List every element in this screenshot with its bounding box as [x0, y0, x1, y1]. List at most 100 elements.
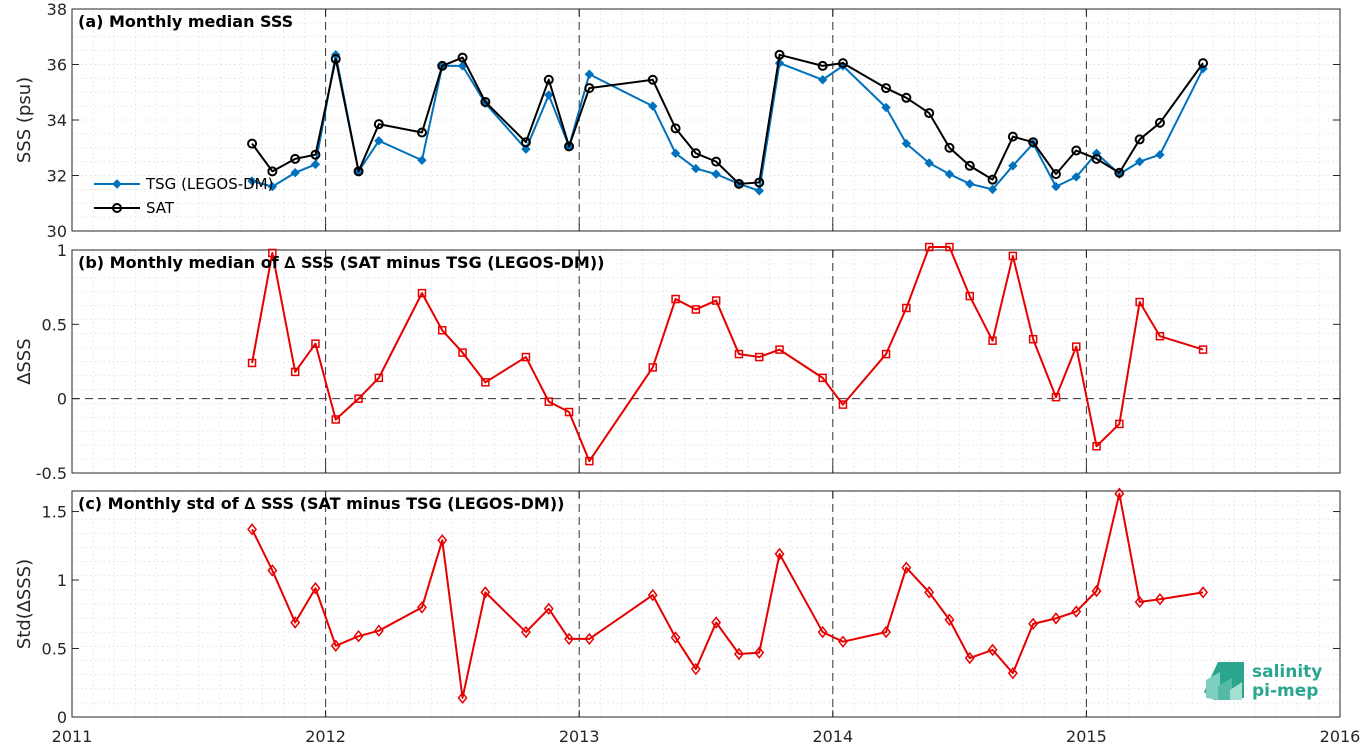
legend-label: TSG (LEGOS-DM) — [145, 175, 273, 193]
data-point — [373, 119, 384, 130]
data-point — [268, 248, 277, 258]
data-point — [1050, 169, 1061, 180]
data-point — [585, 456, 594, 466]
data-point — [330, 639, 341, 652]
data-point — [648, 363, 657, 372]
legend-marker — [112, 179, 122, 189]
data-point — [1007, 131, 1018, 142]
data-point — [964, 651, 975, 665]
legend: TSG (LEGOS-DM) SAT — [94, 175, 273, 217]
data-point — [774, 547, 785, 561]
data-point — [457, 52, 468, 63]
data-point — [247, 176, 257, 186]
data-point — [481, 378, 490, 387]
y-tick-label: -0.5 — [36, 464, 67, 483]
data-point — [1008, 161, 1018, 171]
data-point — [902, 303, 911, 313]
legend-label: SAT — [146, 199, 175, 217]
data-point — [1028, 137, 1039, 148]
data-point — [670, 123, 681, 134]
data-point — [1134, 156, 1145, 167]
data-point — [417, 601, 427, 614]
axes-frame — [71, 490, 1341, 718]
data-point — [416, 127, 427, 138]
data-point — [944, 169, 955, 179]
data-point — [543, 602, 554, 615]
x-tick-label: 2011 — [52, 727, 93, 745]
y-tick-label: 36 — [47, 56, 67, 75]
data-point — [437, 60, 448, 71]
data-point — [1135, 297, 1144, 307]
data-point — [457, 691, 468, 705]
data-point — [374, 136, 384, 146]
data-point — [754, 186, 764, 196]
data-point — [670, 148, 681, 159]
data-point — [480, 586, 491, 599]
data-point — [1008, 251, 1018, 261]
data-point — [584, 69, 595, 79]
data-point — [924, 242, 934, 252]
logo-line1: salinity — [1252, 662, 1322, 682]
data-point — [1007, 666, 1018, 680]
data-point — [1071, 605, 1082, 618]
data-point — [711, 156, 722, 167]
data-point — [924, 108, 935, 119]
data-point — [544, 397, 554, 406]
data-point — [944, 142, 955, 153]
data-point — [818, 373, 827, 383]
data-point — [310, 159, 321, 170]
data-point — [647, 588, 658, 602]
y-tick-label: 32 — [47, 167, 67, 186]
data-point — [373, 624, 384, 637]
y-tick-label: 1.5 — [42, 503, 67, 522]
data-point — [711, 296, 721, 305]
data-point — [691, 305, 701, 314]
y-tick-label: 1 — [57, 571, 67, 590]
x-tick-label: 2013 — [559, 727, 600, 745]
data-point — [1134, 595, 1145, 609]
data-point — [1115, 419, 1124, 429]
data-point — [837, 58, 848, 69]
data-point — [374, 373, 384, 383]
x-tick-label: 2014 — [812, 727, 853, 745]
data-point — [711, 616, 722, 629]
salinity-pi-mep-logo: salinity pi-mep — [1204, 662, 1322, 701]
data-point — [945, 242, 954, 252]
data-point — [901, 138, 912, 149]
y-tick-label: 0 — [57, 390, 67, 409]
data-point — [711, 169, 721, 179]
panel-b: -0.5 0 0.5 1 ∆SSS (b) Monthly median of ∆ SSS… — [14, 241, 1341, 483]
data-point — [437, 534, 448, 547]
series-line — [251, 246, 1204, 463]
y-axis-label: SSS (psu) — [14, 77, 35, 163]
logo-line2: pi-mep — [1252, 681, 1318, 701]
data-point — [817, 625, 828, 639]
data-point — [774, 49, 785, 60]
panel-title: (b) Monthly median of ∆ SSS (SAT minus T… — [78, 253, 604, 272]
data-point — [247, 358, 257, 368]
data-point — [543, 74, 554, 85]
data-point — [754, 646, 765, 659]
data-point — [733, 178, 744, 189]
grid — [71, 249, 1341, 474]
data-point — [247, 523, 258, 536]
data-point — [924, 158, 934, 168]
data-point — [267, 564, 278, 577]
data-point — [1155, 331, 1165, 341]
grid — [71, 8, 1341, 232]
data-point — [1051, 392, 1061, 402]
chart-panels: 30 32 34 36 38 SSS (psu) (a) Monthly median SS… — [14, 0, 1360, 745]
data-point — [901, 92, 912, 103]
data-point — [290, 367, 300, 377]
data-point — [353, 629, 364, 643]
data-point — [1028, 334, 1038, 344]
data-point — [1134, 134, 1145, 145]
y-tick-label: 34 — [47, 111, 67, 130]
data-point — [564, 632, 575, 646]
data-point — [331, 415, 340, 424]
series-line — [251, 492, 1204, 699]
data-point — [310, 582, 321, 595]
data-point — [754, 177, 765, 188]
y-tick-label: 0.5 — [42, 640, 67, 659]
data-point — [1154, 593, 1165, 606]
